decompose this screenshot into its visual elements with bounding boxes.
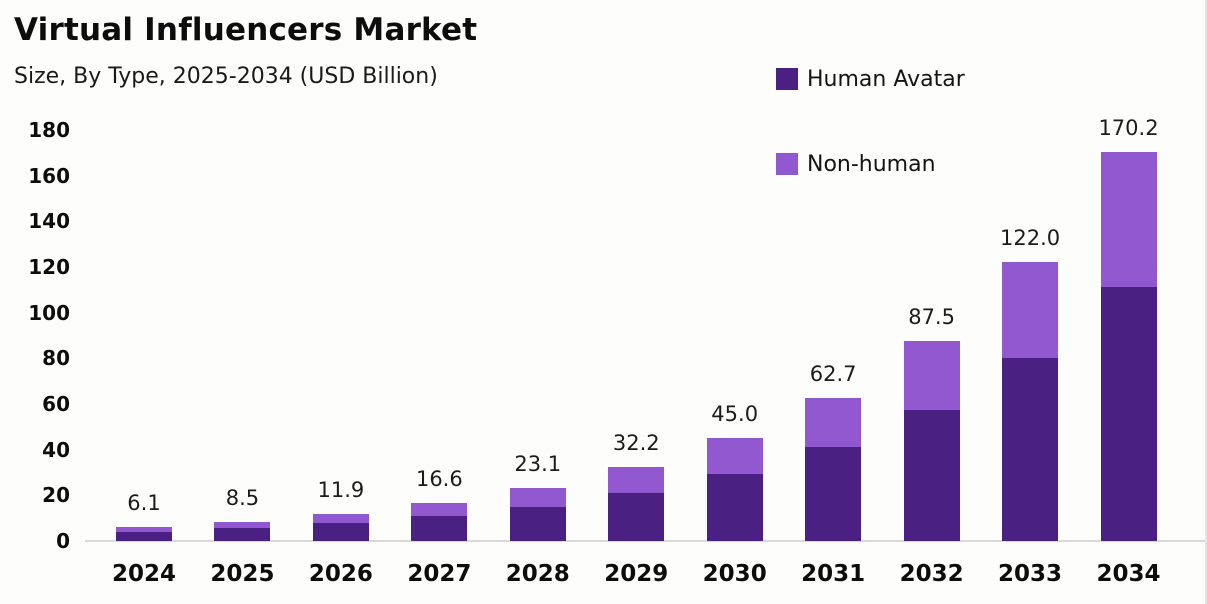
bar-2032 (903, 341, 960, 541)
bar-2034 (1100, 152, 1157, 541)
x-axis-line (85, 540, 1205, 542)
x-axis-label: 2031 (801, 561, 866, 587)
bar-value-label: 122.0 (999, 226, 1061, 251)
y-axis-tick-label: 100 (28, 300, 70, 325)
bar-value-label: 11.9 (317, 477, 365, 502)
bar-segment-non-human (706, 438, 763, 474)
y-axis-tick-label: 0 (56, 529, 70, 553)
x-axis-label: 2027 (407, 561, 472, 587)
bar-segment-non-human (903, 341, 960, 411)
x-axis-label: 2026 (308, 561, 373, 587)
bar-value-label: 16.6 (415, 467, 463, 492)
x-axis-label: 2034 (1096, 561, 1161, 587)
bar-2029 (608, 467, 665, 541)
y-axis-tick-label: 20 (42, 483, 70, 508)
bar-segment-non-human (312, 513, 369, 524)
y-axis-tick-label: 180 (28, 118, 70, 142)
bar-segment-human-avatar (805, 447, 862, 541)
bar-value-label: 8.5 (225, 485, 260, 510)
legend-swatch-human-avatar-icon (776, 68, 798, 90)
bar-2028 (509, 488, 566, 541)
bar-segment-non-human (805, 397, 862, 448)
legend-item-human-avatar: Human Avatar (776, 66, 965, 92)
bar-2025 (214, 521, 271, 541)
bar-value-label: 23.1 (514, 452, 562, 477)
bar-segment-non-human (214, 521, 271, 529)
bar-2027 (411, 503, 468, 541)
bar-segment-human-avatar (1100, 286, 1157, 541)
bar-segment-non-human (1002, 262, 1059, 359)
x-axis-label: 2029 (604, 561, 669, 587)
legend-label-non-human: Non-human (807, 151, 936, 177)
bar-segment-human-avatar (903, 410, 960, 541)
bar-value-label: 170.2 (1098, 116, 1159, 141)
y-axis-tick-label: 60 (42, 392, 70, 416)
x-axis-label: 2030 (702, 561, 767, 587)
bar-value-label: 32.2 (612, 431, 660, 456)
bar-2030 (706, 438, 763, 541)
x-axis-label: 2028 (505, 561, 570, 587)
chart-subtitle: Size, By Type, 2025-2034 (USD Billion) (14, 64, 438, 89)
bar-2024 (116, 527, 172, 541)
bar-value-label: 6.1 (127, 491, 161, 516)
bar-segment-human-avatar (706, 473, 763, 541)
bar-segment-human-avatar (214, 528, 271, 541)
bar-segment-non-human (509, 488, 566, 507)
legend-item-non-human: Non-human (776, 151, 965, 177)
x-axis-label: 2032 (899, 561, 964, 587)
x-axis-label: 2033 (998, 561, 1063, 587)
y-axis-tick-label: 160 (28, 163, 70, 188)
bar-segment-human-avatar (1002, 358, 1059, 541)
x-axis-label: 2024 (111, 561, 177, 587)
y-axis-tick-label: 140 (28, 209, 70, 234)
bar-segment-human-avatar (509, 506, 566, 541)
bar-segment-non-human (1100, 152, 1157, 287)
bar-2026 (312, 513, 369, 541)
bar-value-label: 45.0 (711, 402, 759, 427)
bar-segment-human-avatar (116, 531, 172, 541)
bar-value-label: 62.7 (809, 361, 857, 386)
bar-value-label: 87.5 (908, 305, 955, 330)
bar-segment-human-avatar (608, 492, 665, 541)
y-axis-tick-label: 40 (42, 437, 70, 462)
x-axis-label: 2025 (210, 561, 275, 587)
bar-segment-human-avatar (411, 516, 468, 541)
y-axis-tick-label: 80 (42, 346, 70, 371)
chart-title: Virtual Influencers Market (14, 12, 478, 48)
y-axis-tick-label: 120 (28, 255, 70, 279)
bar-segment-human-avatar (312, 523, 369, 541)
legend: Human Avatar Non-human (776, 66, 965, 177)
bar-2031 (805, 397, 862, 541)
bar-segment-non-human (411, 503, 468, 517)
legend-label-human-avatar: Human Avatar (807, 66, 965, 92)
legend-swatch-non-human-icon (776, 153, 798, 175)
bar-2033 (1002, 262, 1059, 541)
bar-segment-non-human (608, 467, 665, 493)
bar-segment-non-human (116, 527, 172, 532)
